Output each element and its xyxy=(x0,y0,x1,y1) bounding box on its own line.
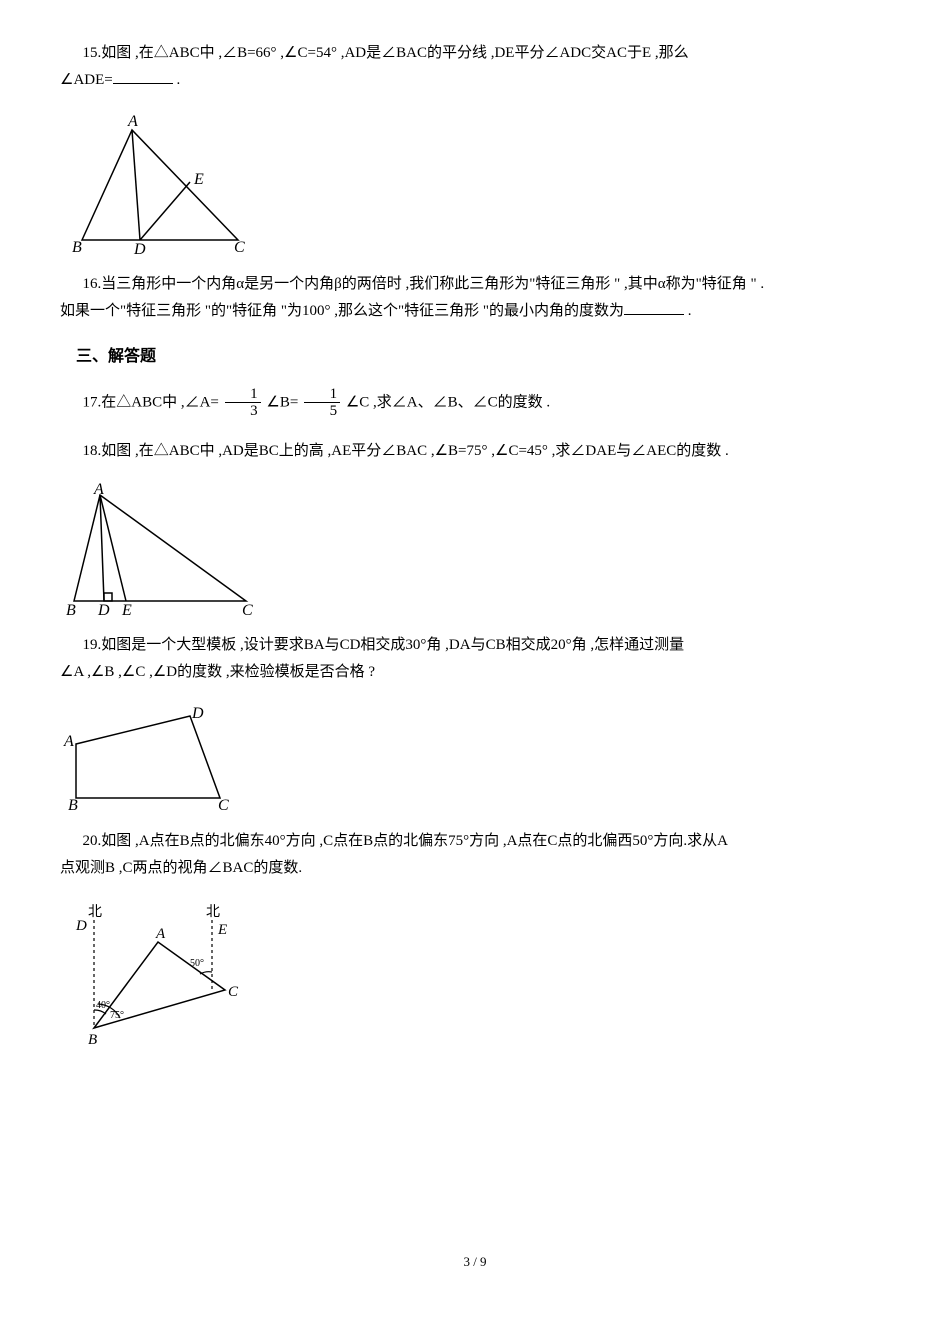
page-number: 3 / 9 xyxy=(60,1250,890,1273)
figure-18: A B C D E xyxy=(60,483,890,618)
p17-post: ∠C ,求∠A、∠B、∠C的度数 . xyxy=(342,394,550,410)
problem-20: 20.如图 ,A点在B点的北偏东40°方向 ,C点在B点的北偏东75°方向 ,A… xyxy=(60,828,890,882)
fig19-label-A: A xyxy=(63,733,74,750)
p17-frac1-den: 3 xyxy=(225,403,261,420)
fig19-label-B: B xyxy=(68,797,78,814)
problem-18: 18.如图 ,在△ABC中 ,AD是BC上的高 ,AE平分∠BAC ,∠B=75… xyxy=(60,438,890,465)
p17-frac2-num: 1 xyxy=(304,386,340,404)
p17-frac1-num: 1 xyxy=(225,386,261,404)
figure-20: 北 北 D E A B C 40° 75° 50° xyxy=(60,900,890,1050)
fig20-angle-75: 75° xyxy=(110,1010,124,1021)
fig18-label-E: E xyxy=(121,602,132,618)
problem-15-line2: ∠ADE= . xyxy=(60,67,890,94)
figure-15: A B C D E xyxy=(60,112,890,257)
p17-frac1: 13 xyxy=(225,386,261,420)
p17-frac2-den: 5 xyxy=(304,403,340,420)
fig15-label-E: E xyxy=(193,171,204,188)
figure-15-svg: A B C D E xyxy=(60,112,260,257)
problem-20-line2: 点观测B ,C两点的视角∠BAC的度数. xyxy=(60,855,890,882)
problem-16-line1: 16.当三角形中一个内角α是另一个内角β的两倍时 ,我们称此三角形为"特征三角形… xyxy=(60,271,890,298)
fig15-label-D: D xyxy=(133,241,146,257)
blank-15 xyxy=(113,68,173,84)
fig20-angle-50: 50° xyxy=(190,958,204,969)
fig19-label-C: C xyxy=(218,797,229,814)
problem-19: 19.如图是一个大型模板 ,设计要求BA与CD相交成30°角 ,DA与CB相交成… xyxy=(60,632,890,686)
p17-mid: ∠B= xyxy=(263,394,302,410)
fig18-label-B: B xyxy=(66,602,76,618)
fig19-label-D: D xyxy=(191,705,204,722)
blank-16 xyxy=(624,299,684,315)
figure-18-svg: A B C D E xyxy=(60,483,260,618)
problem-15-suffix: . xyxy=(173,72,181,88)
problem-15-line1: 15.如图 ,在△ABC中 ,∠B=66° ,∠C=54° ,AD是∠BAC的平… xyxy=(60,40,890,67)
p17-frac2: 15 xyxy=(304,386,340,420)
fig20-label-N1: 北 xyxy=(88,904,102,920)
fig20-label-D: D xyxy=(75,918,87,934)
figure-20-svg: 北 北 D E A B C 40° 75° 50° xyxy=(60,900,260,1050)
problem-19-line2: ∠A ,∠B ,∠C ,∠D的度数 ,来检验模板是否合格 ? xyxy=(60,659,890,686)
fig20-label-N2: 北 xyxy=(206,904,220,920)
fig15-label-B: B xyxy=(72,239,82,256)
problem-16-suffix: . xyxy=(684,303,692,319)
fig18-label-A: A xyxy=(93,483,104,498)
fig20-label-A: A xyxy=(155,926,166,942)
problem-20-line1: 20.如图 ,A点在B点的北偏东40°方向 ,C点在B点的北偏东75°方向 ,A… xyxy=(60,828,890,855)
fig20-label-C: C xyxy=(228,984,239,1000)
fig15-label-A: A xyxy=(127,113,138,130)
fig18-label-D: D xyxy=(97,602,110,618)
figure-19-svg: A D B C xyxy=(60,704,240,814)
problem-16-line2: 如果一个"特征三角形 "的"特征角 "为100° ,那么这个"特征三角形 "的最… xyxy=(60,298,890,325)
problem-19-line1: 19.如图是一个大型模板 ,设计要求BA与CD相交成30°角 ,DA与CB相交成… xyxy=(60,632,890,659)
problem-15-prefix: ∠ADE= xyxy=(60,72,113,88)
section-3-title: 三、解答题 xyxy=(76,343,890,372)
figure-19: A D B C xyxy=(60,704,890,814)
problem-16: 16.当三角形中一个内角α是另一个内角β的两倍时 ,我们称此三角形为"特征三角形… xyxy=(60,271,890,325)
fig15-label-C: C xyxy=(234,239,245,256)
fig18-label-C: C xyxy=(242,602,253,618)
fig20-angle-40: 40° xyxy=(96,1000,110,1011)
problem-16-prefix: 如果一个"特征三角形 "的"特征角 "为100° ,那么这个"特征三角形 "的最… xyxy=(60,303,624,319)
fig20-label-B: B xyxy=(88,1032,97,1048)
p17-pre: 17.在△ABC中 ,∠A= xyxy=(83,394,223,410)
fig20-label-E: E xyxy=(217,922,227,938)
problem-15: 15.如图 ,在△ABC中 ,∠B=66° ,∠C=54° ,AD是∠BAC的平… xyxy=(60,40,890,94)
problem-17: 17.在△ABC中 ,∠A= 13 ∠B= 15 ∠C ,求∠A、∠B、∠C的度… xyxy=(60,386,890,420)
